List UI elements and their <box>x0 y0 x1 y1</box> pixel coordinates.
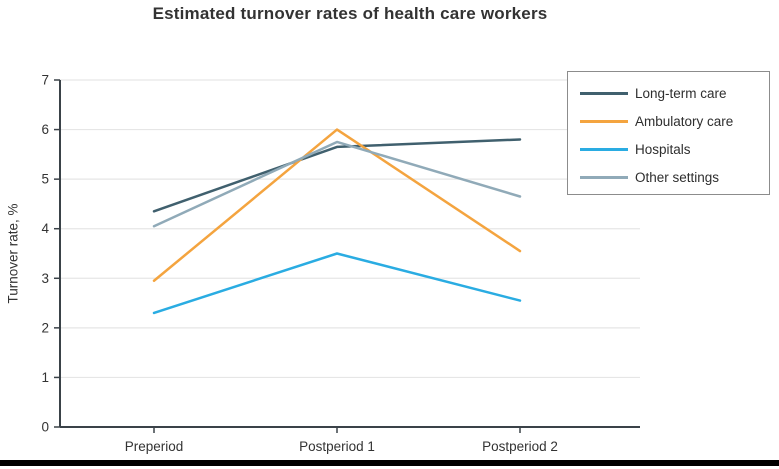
legend-label: Ambulatory care <box>635 113 734 129</box>
y-tick-label: 5 <box>41 172 49 187</box>
x-tick-label: Postperiod 1 <box>299 439 375 454</box>
y-tick-label: 1 <box>41 370 49 385</box>
legend-label: Long-term care <box>635 85 727 101</box>
legend-line-swatch <box>580 147 628 151</box>
legend-label: Hospitals <box>635 141 691 157</box>
legend-line-swatch <box>580 119 628 123</box>
legend-label: Other settings <box>635 169 720 185</box>
legend-line-swatch <box>580 175 628 179</box>
y-tick-label: 0 <box>41 420 49 435</box>
y-tick-label: 3 <box>41 271 49 286</box>
series-line-ambulatory-care <box>152 128 522 283</box>
y-axis-title: Turnover rate, % <box>5 203 21 304</box>
series-line-other-settings <box>152 140 522 228</box>
x-tick-label: Preperiod <box>125 439 184 454</box>
y-tick-label: 7 <box>41 73 49 88</box>
bottom-bar <box>0 460 779 466</box>
chart-title: Estimated turnover rates of health care … <box>152 4 548 23</box>
legend-item-ambulatory-care: Ambulatory care <box>568 107 769 135</box>
legend-item-other-settings: Other settings <box>568 163 769 191</box>
y-tick-label: 4 <box>41 221 49 236</box>
legend-line-swatch <box>580 91 628 95</box>
legend-item-long-term-care: Long-term care <box>568 79 769 107</box>
series-line-long-term-care <box>152 138 522 213</box>
y-tick-label: 2 <box>41 320 49 335</box>
x-tick-label: Postperiod 2 <box>482 439 558 454</box>
series-line-hospitals <box>152 252 522 315</box>
legend: Long-term care Ambulatory care Hospitals Ot… <box>567 71 770 195</box>
y-tick-label: 6 <box>41 122 49 137</box>
legend-item-hospitals: Hospitals <box>568 135 769 163</box>
